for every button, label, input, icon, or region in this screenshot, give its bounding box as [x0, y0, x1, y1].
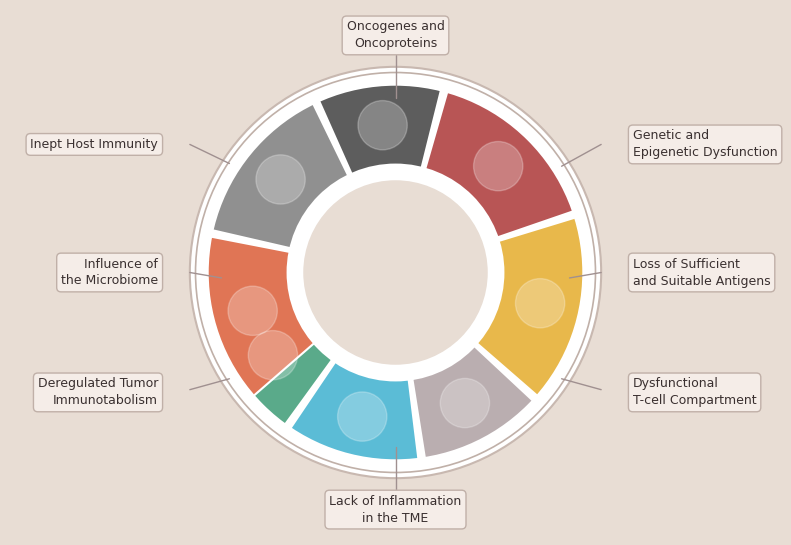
Circle shape: [256, 155, 305, 204]
Circle shape: [301, 178, 490, 367]
Circle shape: [474, 142, 523, 191]
Text: Influence of
the Microbiome: Influence of the Microbiome: [61, 257, 158, 288]
Circle shape: [191, 68, 600, 477]
Wedge shape: [319, 83, 441, 175]
Text: Loss of Sufficient
and Suitable Antigens: Loss of Sufficient and Suitable Antigens: [633, 257, 770, 288]
Wedge shape: [475, 217, 585, 397]
Circle shape: [248, 330, 297, 380]
Circle shape: [228, 286, 278, 335]
Circle shape: [441, 378, 490, 428]
Text: Inept Host Immunity: Inept Host Immunity: [30, 138, 158, 151]
Text: Genetic and
Epigenetic Dysfunction: Genetic and Epigenetic Dysfunction: [633, 129, 778, 160]
Wedge shape: [206, 237, 316, 397]
Text: Oncogenes and
Oncoproteins: Oncogenes and Oncoproteins: [346, 20, 445, 51]
Circle shape: [358, 101, 407, 150]
Circle shape: [338, 392, 387, 441]
Text: Deregulated Tumor
Immunotabolism: Deregulated Tumor Immunotabolism: [38, 377, 158, 408]
Wedge shape: [290, 360, 418, 462]
Wedge shape: [210, 296, 333, 426]
Circle shape: [516, 278, 565, 328]
Wedge shape: [412, 345, 534, 460]
Text: Lack of Inflammation
in the TME: Lack of Inflammation in the TME: [329, 494, 462, 525]
Text: Dysfunctional
T-cell Compartment: Dysfunctional T-cell Compartment: [633, 377, 756, 408]
Wedge shape: [210, 102, 349, 249]
Wedge shape: [425, 90, 575, 238]
